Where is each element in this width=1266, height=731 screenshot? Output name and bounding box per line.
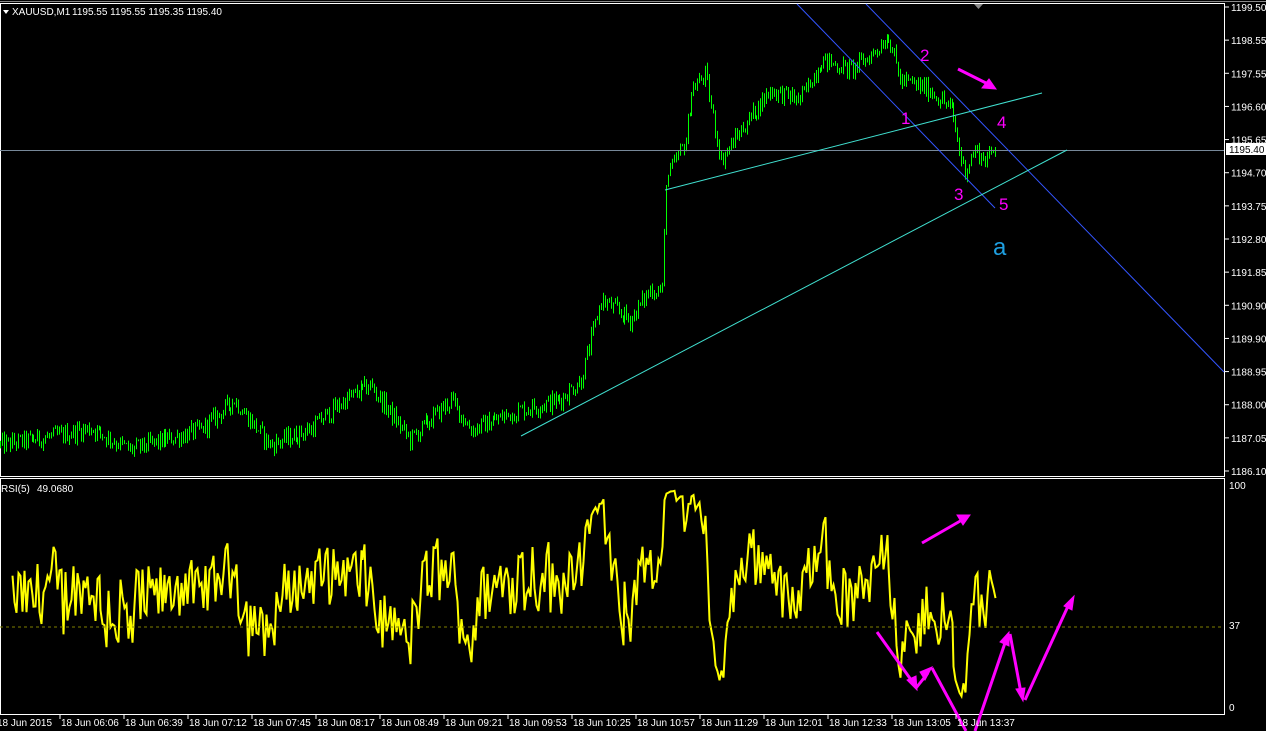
trendline-lower[interactable] xyxy=(520,149,1068,437)
time-tick-label: 18 Jun 13:05 xyxy=(893,718,951,729)
rsi-tick-label: 37 xyxy=(1229,621,1241,632)
trendline-upper[interactable] xyxy=(664,92,1043,191)
rsi-tick-label: 0 xyxy=(1229,703,1235,714)
wave-label-5[interactable]: 5 xyxy=(999,195,1008,214)
rsi-arrow-6[interactable] xyxy=(1023,603,1071,701)
time-tick-label: 18 Jun 07:45 xyxy=(253,718,311,729)
time-axis[interactable]: 18 Jun 2015 18 Jun 06:06 18 Jun 06:39 18 Ju… xyxy=(0,714,1015,729)
price-tick-label: 1187.05 xyxy=(1231,434,1266,445)
time-tick-label: 18 Jun 2015 xyxy=(0,718,52,729)
price-tick-label: 1198.55 xyxy=(1231,36,1266,47)
time-tick-label: 18 Jun 12:01 xyxy=(765,718,823,729)
price-tick-label: 1197.55 xyxy=(1231,69,1266,80)
current-price-tag xyxy=(1226,143,1266,155)
price-tick-label: 1195.65 xyxy=(1231,136,1266,147)
time-tick-label: 18 Jun 09:53 xyxy=(509,718,567,729)
time-tick-label: 18 Jun 10:57 xyxy=(637,718,695,729)
price-tick-label: 1188.95 xyxy=(1231,368,1266,379)
rsi-line xyxy=(11,489,997,700)
price-tick-label: 1188.00 xyxy=(1231,401,1266,412)
wave-label-3[interactable]: 3 xyxy=(954,185,963,204)
rsi-axis[interactable]: 100 37 0 xyxy=(1229,481,1246,714)
price-tick-label: 1189.90 xyxy=(1231,334,1266,345)
price-tick-label: 1190.90 xyxy=(1231,301,1266,312)
dropdown-icon[interactable] xyxy=(3,10,9,14)
arrow-head xyxy=(919,665,934,681)
price-axis[interactable]: 1199.50 1198.55 1197.55 1196.60 1195.65 1194.… xyxy=(1225,3,1266,478)
time-tick-label: 18 Jun 06:06 xyxy=(61,718,119,729)
rsi-arrow-1[interactable] xyxy=(875,631,916,685)
price-tick-label: 1191.85 xyxy=(1231,268,1266,279)
time-tick-label: 18 Jun 07:12 xyxy=(189,718,247,729)
price-tick-label: 1193.75 xyxy=(1231,202,1266,213)
channel-upper-line[interactable] xyxy=(865,3,1225,373)
ohlc-label: 1195.55 1195.55 1195.35 1195.40 xyxy=(72,7,222,18)
time-tick-label: 18 Jun 11:29 xyxy=(701,718,759,729)
rsi-arrow-3[interactable] xyxy=(930,667,968,731)
rsi-series xyxy=(11,489,997,700)
time-tick-label: 18 Jun 08:49 xyxy=(381,718,439,729)
rsi-arrow-4[interactable] xyxy=(973,639,1008,731)
arrow-head xyxy=(999,630,1010,647)
rsi-arrow-up[interactable] xyxy=(921,518,963,545)
rsi-arrow-5[interactable] xyxy=(1008,633,1023,694)
arrow-head xyxy=(1015,687,1026,703)
rsi-value: 49.0680 xyxy=(37,484,74,495)
arrow-head xyxy=(1063,594,1075,611)
time-tick-label: 18 Jun 08:17 xyxy=(317,718,375,729)
arrow-head xyxy=(956,514,971,526)
time-tick-label: 18 Jun 13:37 xyxy=(957,718,1015,729)
main-panel-frame xyxy=(0,3,1225,477)
current-price-label: 1195.40 xyxy=(1229,145,1265,156)
wave-label-2[interactable]: 2 xyxy=(920,46,929,65)
price-tick-label: 1194.70 xyxy=(1231,169,1266,180)
time-tick-label: 18 Jun 06:39 xyxy=(125,718,183,729)
channel-lower-line[interactable] xyxy=(796,3,996,209)
rsi-title: RSI(5) xyxy=(1,484,30,495)
price-tick-label: 1199.50 xyxy=(1231,3,1266,14)
time-tick-label: 18 Jun 12:33 xyxy=(829,718,887,729)
price-tick-label: 1196.60 xyxy=(1231,102,1266,113)
price-bars xyxy=(0,34,996,457)
arrow-head xyxy=(981,78,998,90)
time-tick-label: 18 Jun 09:21 xyxy=(445,718,503,729)
annotation-arrows xyxy=(875,67,1075,731)
price-tick-label: 1186.10 xyxy=(1231,467,1266,478)
wave-label-1[interactable]: 1 xyxy=(901,109,910,128)
price-tick-label: 1192.80 xyxy=(1231,235,1266,246)
time-tick-label: 18 Jun 10:25 xyxy=(573,718,631,729)
symbol-label: XAUUSD,M1 xyxy=(12,7,71,18)
wave-label-a[interactable]: a xyxy=(993,234,1007,261)
arrow-down-right[interactable] xyxy=(957,67,989,86)
arrow-head xyxy=(906,675,918,692)
chart-shift-marker-icon[interactable] xyxy=(974,4,983,9)
wave-label-4[interactable]: 4 xyxy=(997,113,1006,132)
rsi-panel-frame xyxy=(0,478,1225,715)
rsi-tick-label: 100 xyxy=(1229,481,1246,492)
